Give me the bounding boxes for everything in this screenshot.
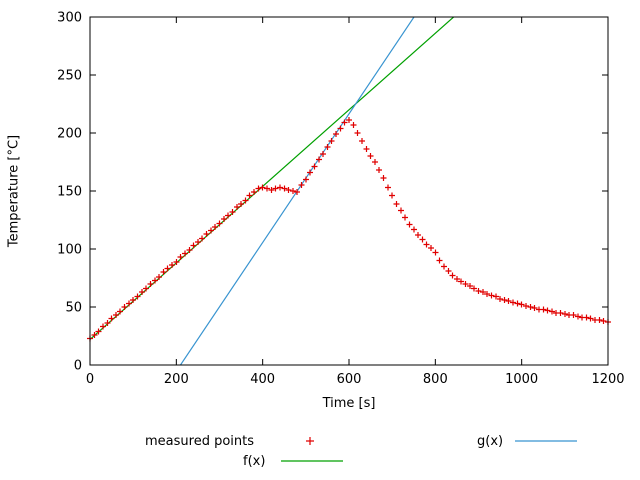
legend-label-g: g(x) (477, 434, 504, 449)
y-tick-label: 0 (74, 359, 82, 374)
tick-labels: 0 200 400 600 800 1000 1200 0 50 100 150 200 250 300 (57, 11, 624, 388)
y-axis-label: Temperature [°C] (6, 134, 22, 248)
y-tick-label: 50 (65, 301, 82, 316)
x-tick-label: 800 (423, 372, 448, 387)
x-axis-label: Time [s] (322, 396, 376, 411)
y-tick-label: 100 (57, 243, 82, 258)
y-tick-label: 300 (57, 11, 82, 26)
line-series-g(x) (179, 17, 415, 365)
plot-border (89, 16, 609, 366)
x-tick-label: 1000 (505, 372, 538, 387)
x-tick-label: 600 (337, 372, 362, 387)
y-tick-label: 200 (57, 127, 82, 142)
x-tick-label: 1200 (591, 372, 624, 387)
y-tick-label: 250 (57, 69, 82, 84)
legend-label-f: f(x) (243, 454, 266, 469)
x-tick-label: 400 (250, 372, 275, 387)
y-tick-label: 150 (57, 185, 82, 200)
axis-ticks (89, 16, 609, 366)
legend-label-measured-points: measured points (145, 434, 255, 449)
x-tick-label: 0 (86, 372, 94, 387)
scatter-series-measured-points (87, 117, 611, 342)
legend-glyphs (281, 437, 577, 462)
x-tick-label: 200 (164, 372, 189, 387)
line-series-f(x) (90, 17, 455, 340)
legend-marker-measured-points (306, 437, 314, 445)
